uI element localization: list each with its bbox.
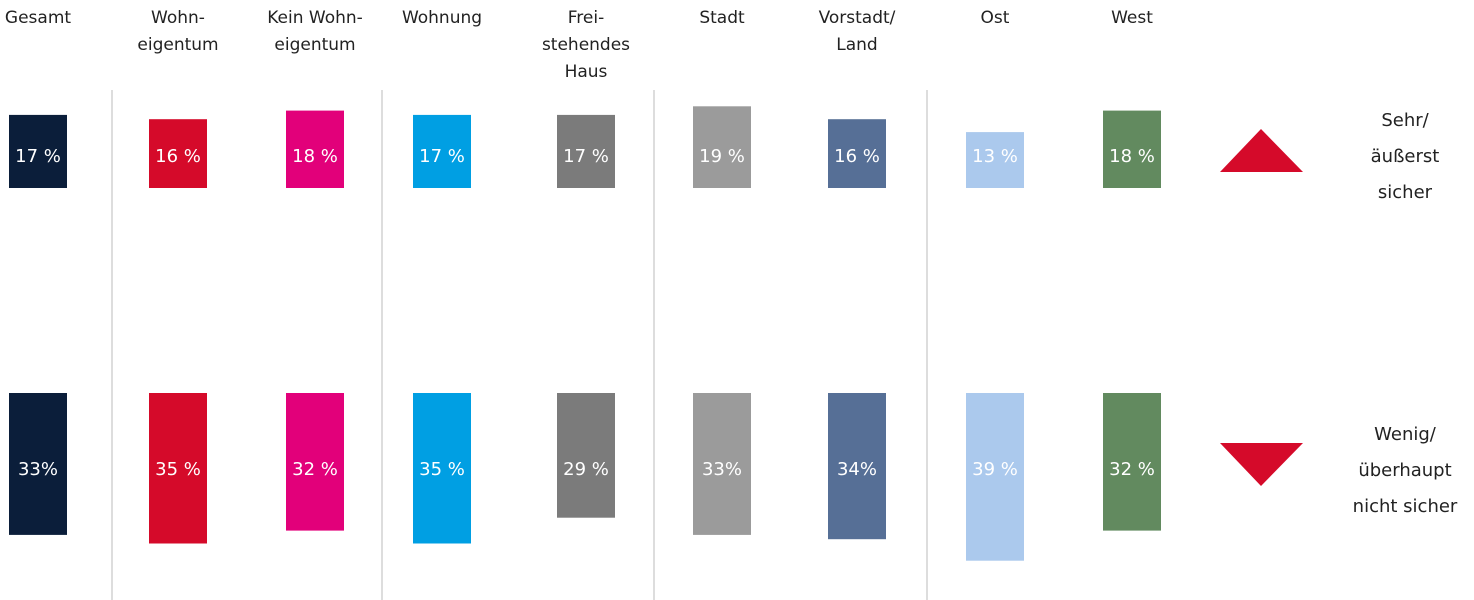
value-label: 33%	[18, 459, 58, 480]
category-label: Kein Wohn-	[267, 8, 363, 28]
legend-label: sicher	[1378, 182, 1433, 203]
legend-label: nicht sicher	[1353, 496, 1458, 517]
category-label: Stadt	[699, 8, 745, 28]
value-label: 33%	[702, 459, 742, 480]
category-label: eigentum	[137, 35, 218, 55]
legend-label: Sehr/	[1381, 110, 1429, 131]
value-label: 17 %	[563, 146, 609, 167]
value-label: 18 %	[1109, 146, 1155, 167]
bar	[828, 119, 886, 188]
category-label: Haus	[565, 62, 608, 82]
bar	[966, 132, 1024, 188]
bar	[149, 393, 207, 544]
value-label: 19 %	[699, 146, 745, 167]
category-label: Wohn-	[151, 8, 205, 28]
value-label: 16 %	[834, 146, 880, 167]
value-label: 17 %	[15, 146, 61, 167]
bar	[286, 393, 344, 531]
value-label: 35 %	[155, 459, 201, 480]
value-label: 39 %	[972, 459, 1018, 480]
bar	[828, 393, 886, 540]
value-label: 13 %	[972, 146, 1018, 167]
bar	[286, 110, 344, 188]
legend-label: äußerst	[1371, 146, 1440, 167]
value-label: 32 %	[292, 459, 338, 480]
category-label: Frei-	[568, 8, 604, 28]
value-label: 32 %	[1109, 459, 1155, 480]
bar	[9, 393, 67, 535]
legend-marker	[1220, 443, 1303, 486]
category-label: Vorstadt/	[819, 8, 896, 28]
category-label: stehendes	[542, 35, 630, 55]
bar	[413, 114, 471, 188]
bar	[413, 393, 471, 544]
bar	[1103, 110, 1161, 188]
bar	[966, 393, 1024, 561]
value-label: 29 %	[563, 459, 609, 480]
category-label: Ost	[981, 8, 1010, 28]
category-label: West	[1111, 8, 1153, 28]
value-label: 17 %	[419, 146, 465, 167]
bar	[9, 114, 67, 188]
bar	[557, 393, 615, 518]
legend-marker	[1220, 129, 1303, 172]
legend-label: Wenig/	[1374, 424, 1437, 445]
bar	[557, 114, 615, 188]
separators	[111, 90, 928, 600]
value-label: 34%	[837, 459, 877, 480]
bar	[149, 119, 207, 188]
value-label: 18 %	[292, 146, 338, 167]
category-label: Gesamt	[5, 8, 71, 28]
value-label: 16 %	[155, 146, 201, 167]
bar	[693, 106, 751, 188]
category-label: Land	[836, 35, 877, 55]
bar	[1103, 393, 1161, 531]
bar	[693, 393, 751, 535]
category-label: Wohnung	[402, 8, 482, 28]
legend-label: überhaupt	[1358, 460, 1451, 481]
category-label: eigentum	[274, 35, 355, 55]
value-label: 35 %	[419, 459, 465, 480]
